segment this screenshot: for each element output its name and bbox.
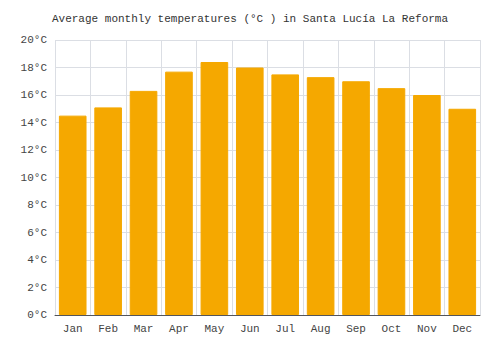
svg-text:May: May (204, 323, 224, 335)
svg-text:16°C: 16°C (21, 89, 48, 101)
svg-text:6°C: 6°C (27, 227, 47, 239)
svg-text:8°C: 8°C (27, 199, 47, 211)
svg-text:10°C: 10°C (21, 172, 48, 184)
svg-text:4°C: 4°C (27, 254, 47, 266)
svg-text:Jun: Jun (240, 323, 260, 335)
svg-text:Average monthly temperatures (: Average monthly temperatures (°C ) in Sa… (52, 13, 448, 25)
svg-text:Jul: Jul (275, 323, 295, 335)
svg-text:Apr: Apr (169, 323, 189, 335)
svg-text:Dec: Dec (452, 323, 472, 335)
svg-text:2°C: 2°C (27, 282, 47, 294)
svg-text:Oct: Oct (382, 323, 402, 335)
svg-text:0°C: 0°C (27, 309, 47, 321)
svg-text:Jan: Jan (63, 323, 83, 335)
svg-text:20°C: 20°C (21, 34, 48, 46)
svg-text:12°C: 12°C (21, 144, 48, 156)
svg-text:14°C: 14°C (21, 117, 48, 129)
svg-text:18°C: 18°C (21, 62, 48, 74)
svg-text:Nov: Nov (417, 323, 437, 335)
svg-text:Sep: Sep (346, 323, 366, 335)
svg-text:Feb: Feb (98, 323, 118, 335)
svg-text:Aug: Aug (311, 323, 331, 335)
svg-text:Mar: Mar (134, 323, 154, 335)
